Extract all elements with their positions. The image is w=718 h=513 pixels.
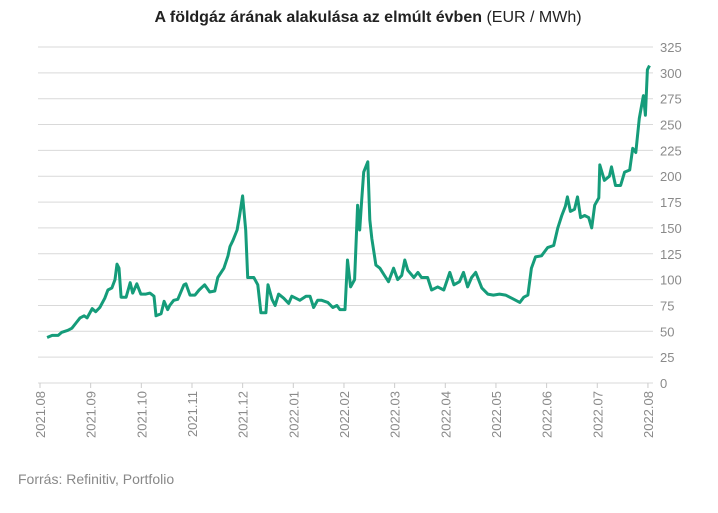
title-main: A földgáz árának alakulása az elmúlt évb…	[154, 9, 482, 26]
x-tick-label: 2022.06	[540, 391, 555, 438]
x-tick-label: 2022.02	[337, 391, 352, 438]
x-tick-label: 2021.12	[236, 391, 251, 438]
y-tick-label: 150	[660, 221, 682, 236]
y-tick-label: 125	[660, 247, 682, 262]
x-tick-label: 2021.10	[134, 391, 149, 438]
y-tick-label: 25	[660, 350, 674, 365]
y-tick-label: 75	[660, 298, 674, 313]
y-tick-label: 250	[660, 118, 682, 133]
x-tick-label: 2022.05	[489, 391, 504, 438]
title-unit: (EUR / MWh)	[486, 9, 581, 26]
y-tick-label: 300	[660, 66, 682, 81]
x-tick-label: 2022.07	[590, 391, 605, 438]
x-tick-label: 2022.04	[438, 391, 453, 438]
x-tick-label: 2022.03	[388, 391, 403, 438]
x-tick-label: 2022.08	[641, 391, 656, 438]
y-tick-label: 275	[660, 92, 682, 107]
y-tick-label: 0	[660, 376, 667, 391]
y-tick-label: 175	[660, 195, 682, 210]
y-tick-label: 100	[660, 273, 682, 288]
x-tick-label: 2021.09	[84, 391, 99, 438]
chart-title: A földgáz árának alakulása az elmúlt évb…	[154, 9, 581, 26]
x-tick-label: 2022.01	[286, 391, 301, 438]
source: Forrás: Refinitiv, Portfolio	[18, 471, 174, 487]
x-tick-label: 2021.08	[33, 391, 48, 438]
y-tick-label: 325	[660, 40, 682, 55]
price-line	[46, 64, 651, 339]
y-tick-label: 50	[660, 324, 674, 339]
y-tick-label: 200	[660, 169, 682, 184]
x-tick-label: 2021.11	[185, 391, 200, 437]
y-tick-label: 225	[660, 143, 682, 158]
